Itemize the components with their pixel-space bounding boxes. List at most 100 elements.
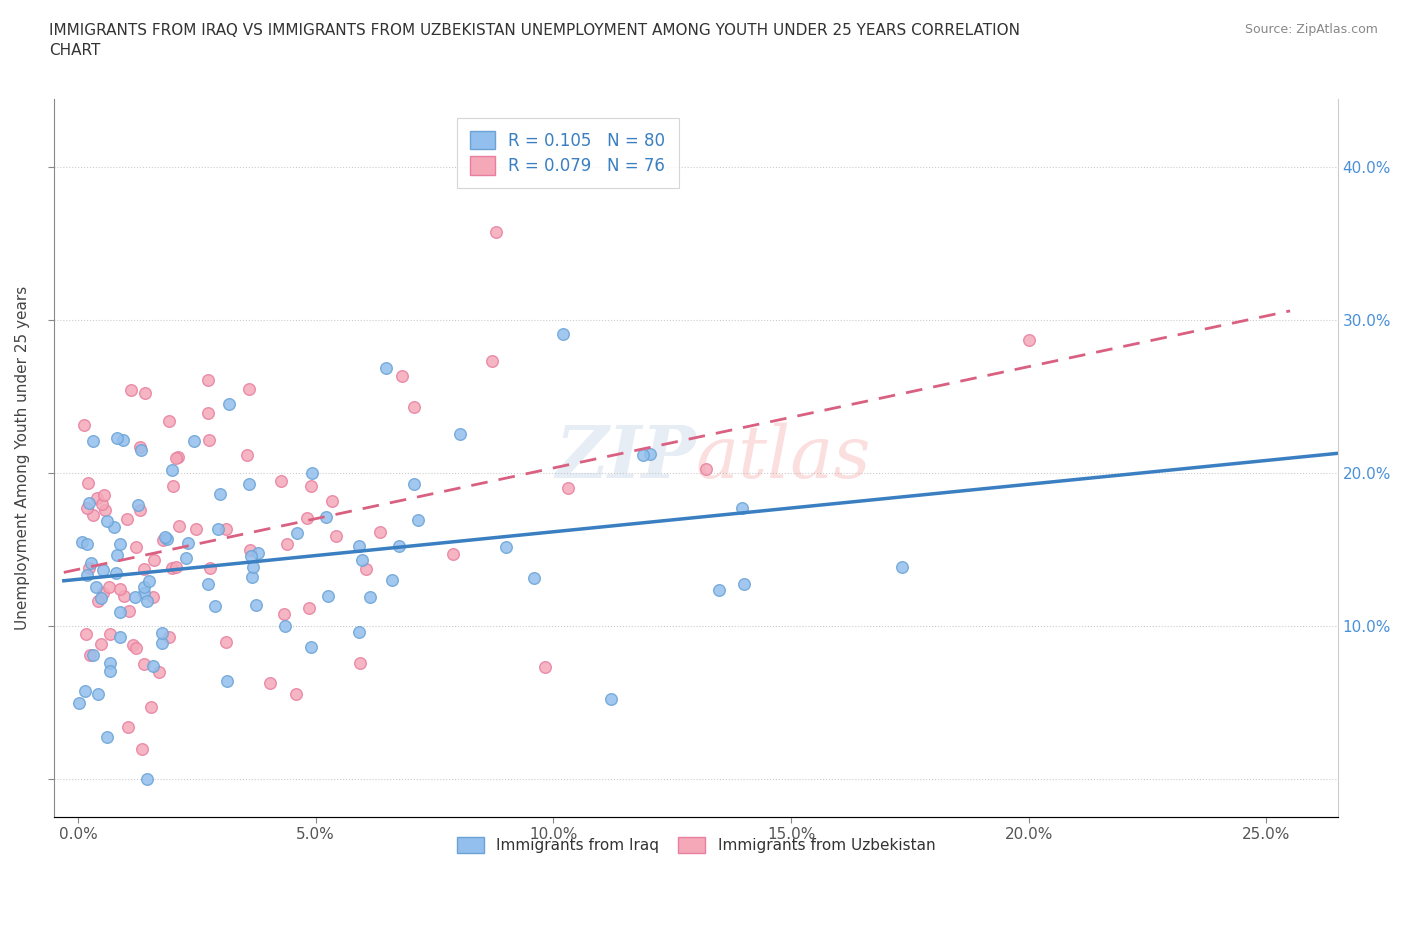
Point [138, 574, 160, 589]
Point [276, 537, 298, 551]
Point [197, 373, 219, 388]
Point [245, 598, 267, 613]
Point [136, 593, 159, 608]
Point [600, 692, 623, 707]
Point [240, 569, 263, 584]
Point [207, 522, 229, 537]
Point [285, 525, 308, 540]
Point [299, 639, 322, 654]
Point [148, 664, 170, 679]
Point [318, 589, 340, 604]
Point [215, 634, 238, 649]
Point [208, 486, 231, 501]
Point [198, 432, 221, 447]
Point [136, 771, 159, 786]
Point [891, 560, 914, 575]
Text: IMMIGRANTS FROM IRAQ VS IMMIGRANTS FROM UZBEKISTAN UNEMPLOYMENT AMONG YOUTH UNDE: IMMIGRANTS FROM IRAQ VS IMMIGRANTS FROM … [49, 23, 1021, 58]
Point [238, 381, 260, 396]
Point [90, 637, 112, 652]
Point [76, 500, 98, 515]
Point [150, 636, 173, 651]
Point [105, 565, 128, 580]
Point [76, 627, 98, 642]
Point [239, 542, 262, 557]
Point [162, 478, 184, 493]
Text: Source: ZipAtlas.com: Source: ZipAtlas.com [1244, 23, 1378, 36]
Point [152, 625, 174, 640]
Point [368, 525, 391, 539]
Point [523, 571, 546, 586]
Point [82, 433, 104, 448]
Point [159, 414, 181, 429]
Point [240, 549, 263, 564]
Point [115, 512, 138, 526]
Point [112, 432, 135, 447]
Point [160, 561, 183, 576]
Point [132, 586, 155, 601]
Point [354, 562, 377, 577]
Point [197, 405, 219, 420]
Point [70, 534, 93, 549]
Point [707, 582, 730, 597]
Point [551, 326, 574, 341]
Point [481, 353, 503, 368]
Point [197, 577, 219, 591]
Point [132, 657, 155, 671]
Point [110, 630, 132, 644]
Point [167, 519, 190, 534]
Point [117, 720, 139, 735]
Point [139, 700, 162, 715]
Point [132, 579, 155, 594]
Point [215, 522, 238, 537]
Point [215, 673, 238, 688]
Point [299, 478, 322, 493]
Point [204, 598, 226, 613]
Point [124, 590, 146, 604]
Point [375, 361, 398, 376]
Point [273, 619, 295, 634]
Point [98, 627, 121, 642]
Point [184, 522, 207, 537]
Point [242, 560, 264, 575]
Point [284, 686, 307, 701]
Point [695, 461, 717, 476]
Point [112, 589, 135, 604]
Point [73, 684, 96, 698]
Point [91, 585, 114, 600]
Point [198, 561, 221, 576]
Point [129, 443, 152, 458]
Point [1018, 332, 1040, 347]
Point [259, 675, 281, 690]
Point [301, 466, 323, 481]
Legend: Immigrants from Iraq, Immigrants from Uzbekistan: Immigrants from Iraq, Immigrants from Uz… [451, 831, 941, 859]
Point [84, 580, 107, 595]
Point [87, 593, 110, 608]
Point [485, 224, 508, 239]
Point [381, 572, 404, 587]
Point [165, 560, 187, 575]
Point [157, 630, 180, 644]
Point [82, 647, 104, 662]
Point [270, 473, 292, 488]
Point [174, 551, 197, 565]
Point [246, 546, 269, 561]
Point [557, 481, 579, 496]
Point [86, 490, 108, 505]
Point [117, 604, 139, 618]
Point [98, 663, 121, 678]
Point [97, 579, 120, 594]
Point [495, 539, 517, 554]
Point [402, 477, 425, 492]
Point [131, 742, 153, 757]
Point [142, 658, 165, 673]
Point [103, 520, 125, 535]
Point [94, 503, 117, 518]
Point [534, 659, 557, 674]
Point [125, 539, 148, 554]
Text: atlas: atlas [696, 422, 872, 493]
Point [80, 556, 103, 571]
Point [90, 591, 112, 605]
Point [177, 536, 200, 551]
Point [77, 560, 100, 575]
Point [91, 497, 114, 512]
